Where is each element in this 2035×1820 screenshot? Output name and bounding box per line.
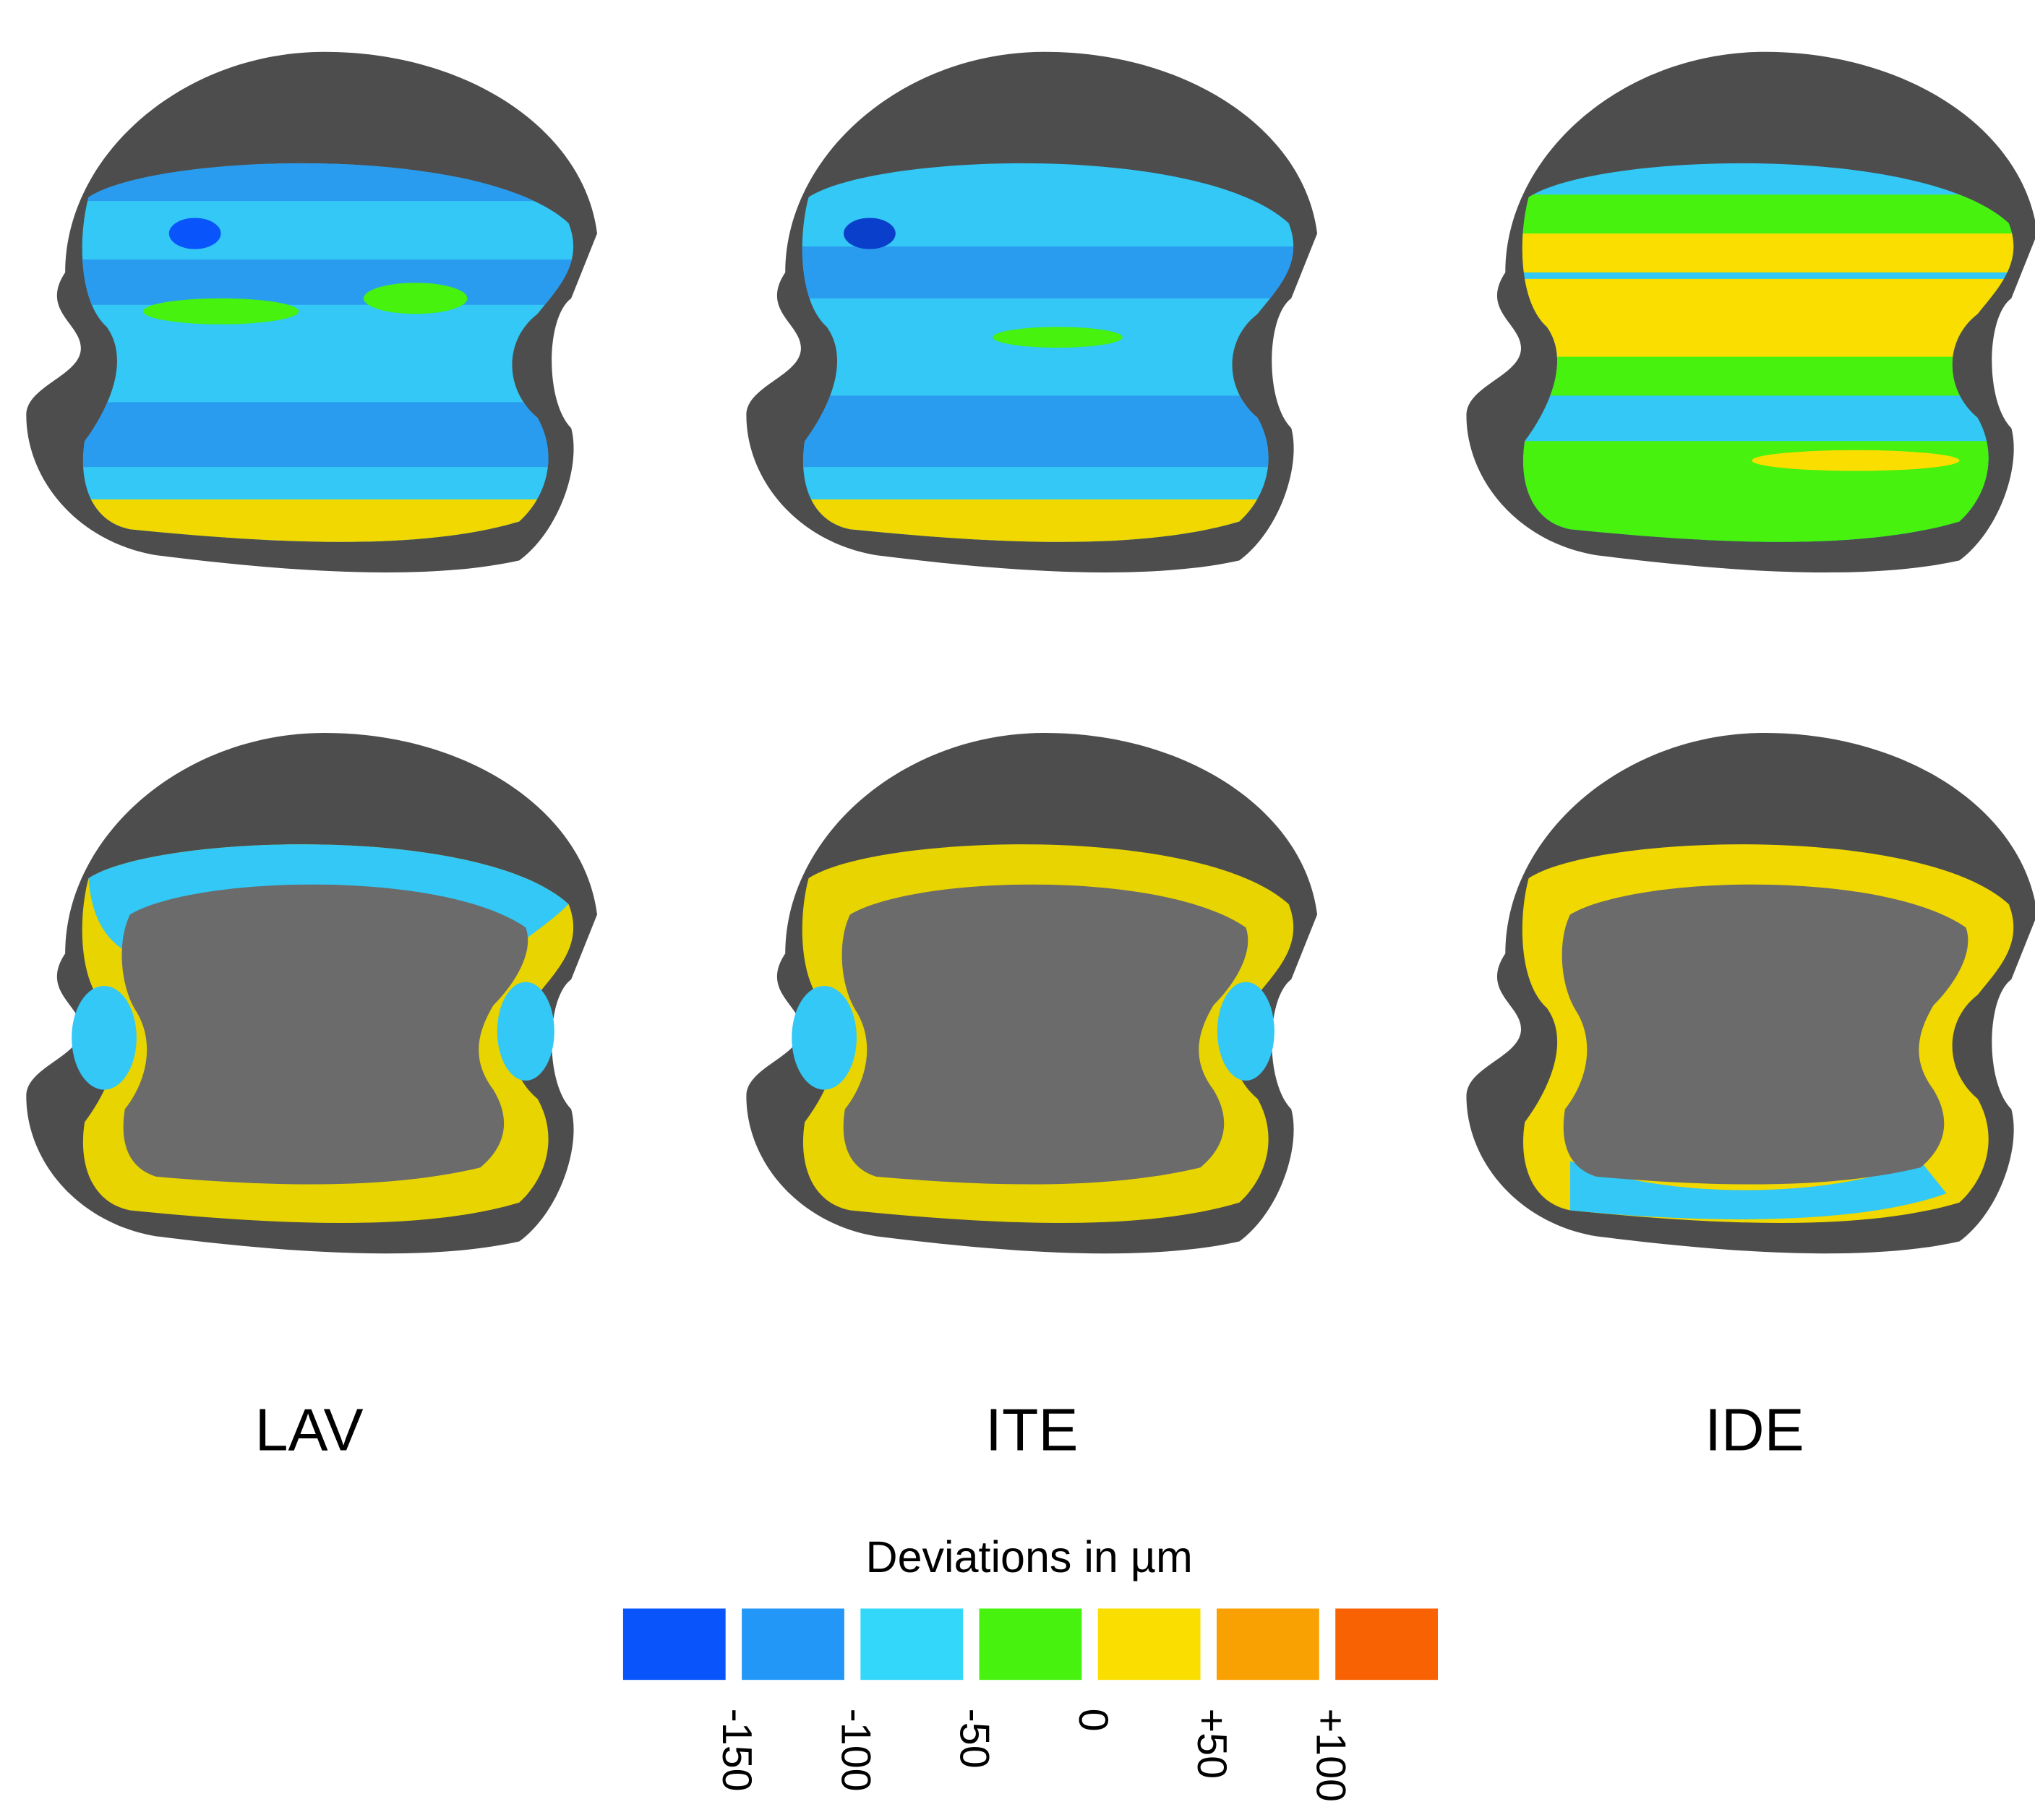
group-label: IDE bbox=[1705, 1397, 1804, 1464]
color-scale: -150 -100 -50 0 +50 +100 bbox=[623, 1608, 1438, 1802]
tooth-ite-bottom bbox=[746, 733, 1317, 1253]
color-swatch bbox=[1335, 1608, 1438, 1680]
figure: LAV ITE IDE Deviations in µm -150 -100 -50… bbox=[0, 0, 2035, 1820]
color-swatch bbox=[742, 1608, 844, 1680]
tooth-ide-bottom bbox=[1466, 733, 2035, 1253]
scale-tick-label: +50 bbox=[1188, 1709, 1235, 1779]
scale-tick-label: 0 bbox=[1070, 1709, 1116, 1732]
scale-tick-label: +100 bbox=[1307, 1709, 1353, 1802]
tooth-lav-bottom bbox=[26, 733, 597, 1253]
group-label: LAV bbox=[255, 1397, 364, 1464]
color-swatch bbox=[1098, 1608, 1201, 1680]
color-swatch bbox=[1217, 1608, 1319, 1680]
color-swatch bbox=[623, 1608, 726, 1680]
tooth-ide-top bbox=[1466, 52, 2035, 572]
scale-tick-label: -100 bbox=[832, 1709, 878, 1792]
group-label: ITE bbox=[985, 1397, 1078, 1464]
legend-title: Deviations in µm bbox=[866, 1532, 1193, 1581]
tooth-ite-top bbox=[746, 52, 1317, 572]
scale-tick-label: -150 bbox=[714, 1709, 760, 1792]
color-swatch bbox=[860, 1608, 963, 1680]
scale-tick-label: -50 bbox=[951, 1709, 998, 1769]
color-swatch bbox=[980, 1608, 1082, 1680]
tooth-images bbox=[26, 52, 2035, 1253]
page: {"labels":["LAV","ITE","IDE"], "legend":… bbox=[0, 0, 2035, 1820]
tooth-lav-top bbox=[26, 52, 597, 572]
